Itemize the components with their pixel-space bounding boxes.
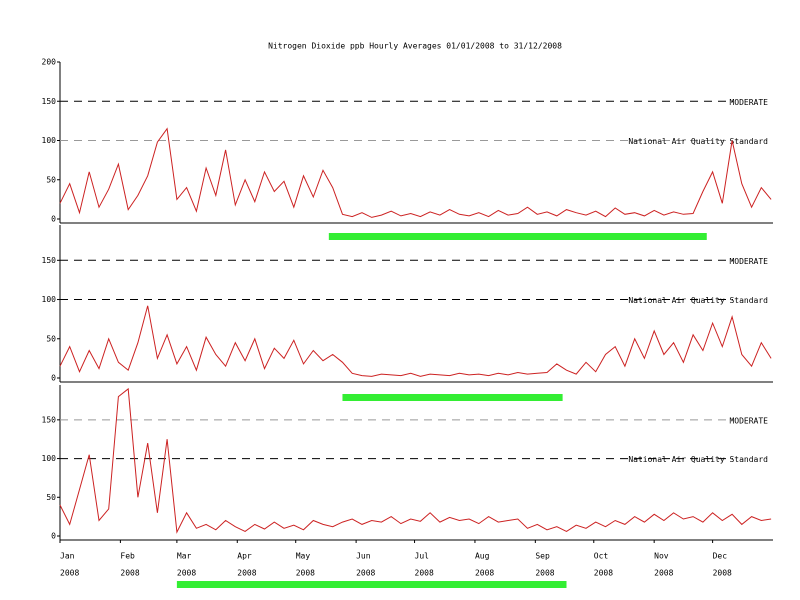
reference-label: National Air Quality Standard — [628, 137, 768, 146]
highlight-period — [328, 233, 707, 240]
x-tick-year: 2008 — [713, 569, 732, 578]
x-tick-year: 2008 — [60, 569, 79, 578]
y-tick-label: 0 — [51, 374, 56, 383]
data-line — [59, 305, 772, 377]
x-tick-year: 2008 — [356, 569, 375, 578]
y-tick-label: 50 — [46, 334, 56, 343]
reference-label: MODERATE — [729, 98, 768, 107]
reference-label: National Air Quality Standard — [628, 296, 768, 305]
x-tick-year: 2008 — [475, 569, 494, 578]
data-line — [59, 127, 772, 218]
y-tick-label: 0 — [51, 215, 56, 224]
x-tick-label: Oct — [594, 552, 609, 561]
y-tick-label: 100 — [42, 295, 57, 304]
x-tick-label: Apr — [237, 552, 252, 561]
data-line — [59, 387, 772, 534]
y-tick-label: 100 — [42, 136, 57, 145]
y-tick-label: 0 — [51, 532, 56, 541]
x-tick-label: Jul — [415, 552, 430, 561]
y-tick-label: 50 — [46, 175, 56, 184]
reference-label: National Air Quality Standard — [628, 455, 768, 464]
x-tick-label: Aug — [475, 552, 490, 561]
x-tick-year: 2008 — [120, 569, 139, 578]
y-tick-label: 150 — [42, 256, 57, 265]
x-tick-year: 2008 — [654, 569, 673, 578]
y-tick-label: 200 — [42, 58, 57, 67]
x-tick-label: Nov — [654, 552, 669, 561]
x-tick-year: 2008 — [415, 569, 434, 578]
x-tick-year: 2008 — [237, 569, 256, 578]
x-tick-year: 2008 — [535, 569, 554, 578]
y-tick-label: 150 — [42, 97, 57, 106]
y-tick-label: 50 — [46, 493, 56, 502]
x-tick-label: Mar — [177, 552, 192, 561]
highlight-period — [342, 394, 563, 401]
x-tick-year: 2008 — [177, 569, 196, 578]
x-tick-label: Jan — [60, 552, 75, 561]
x-tick-label: Sep — [535, 552, 550, 561]
reference-label: MODERATE — [729, 257, 768, 266]
y-tick-label: 100 — [42, 454, 57, 463]
y-tick-label: 150 — [42, 415, 57, 424]
x-tick-year: 2008 — [594, 569, 613, 578]
chart-title: Nitrogen Dioxide ppb Hourly Averages 01/… — [268, 42, 562, 51]
x-tick-label: Dec — [713, 552, 728, 561]
x-tick-year: 2008 — [296, 569, 315, 578]
x-tick-label: Jun — [356, 552, 371, 561]
highlight-period — [176, 581, 567, 588]
x-tick-label: Feb — [120, 552, 135, 561]
x-tick-label: May — [296, 552, 311, 561]
reference-label: MODERATE — [729, 416, 768, 425]
